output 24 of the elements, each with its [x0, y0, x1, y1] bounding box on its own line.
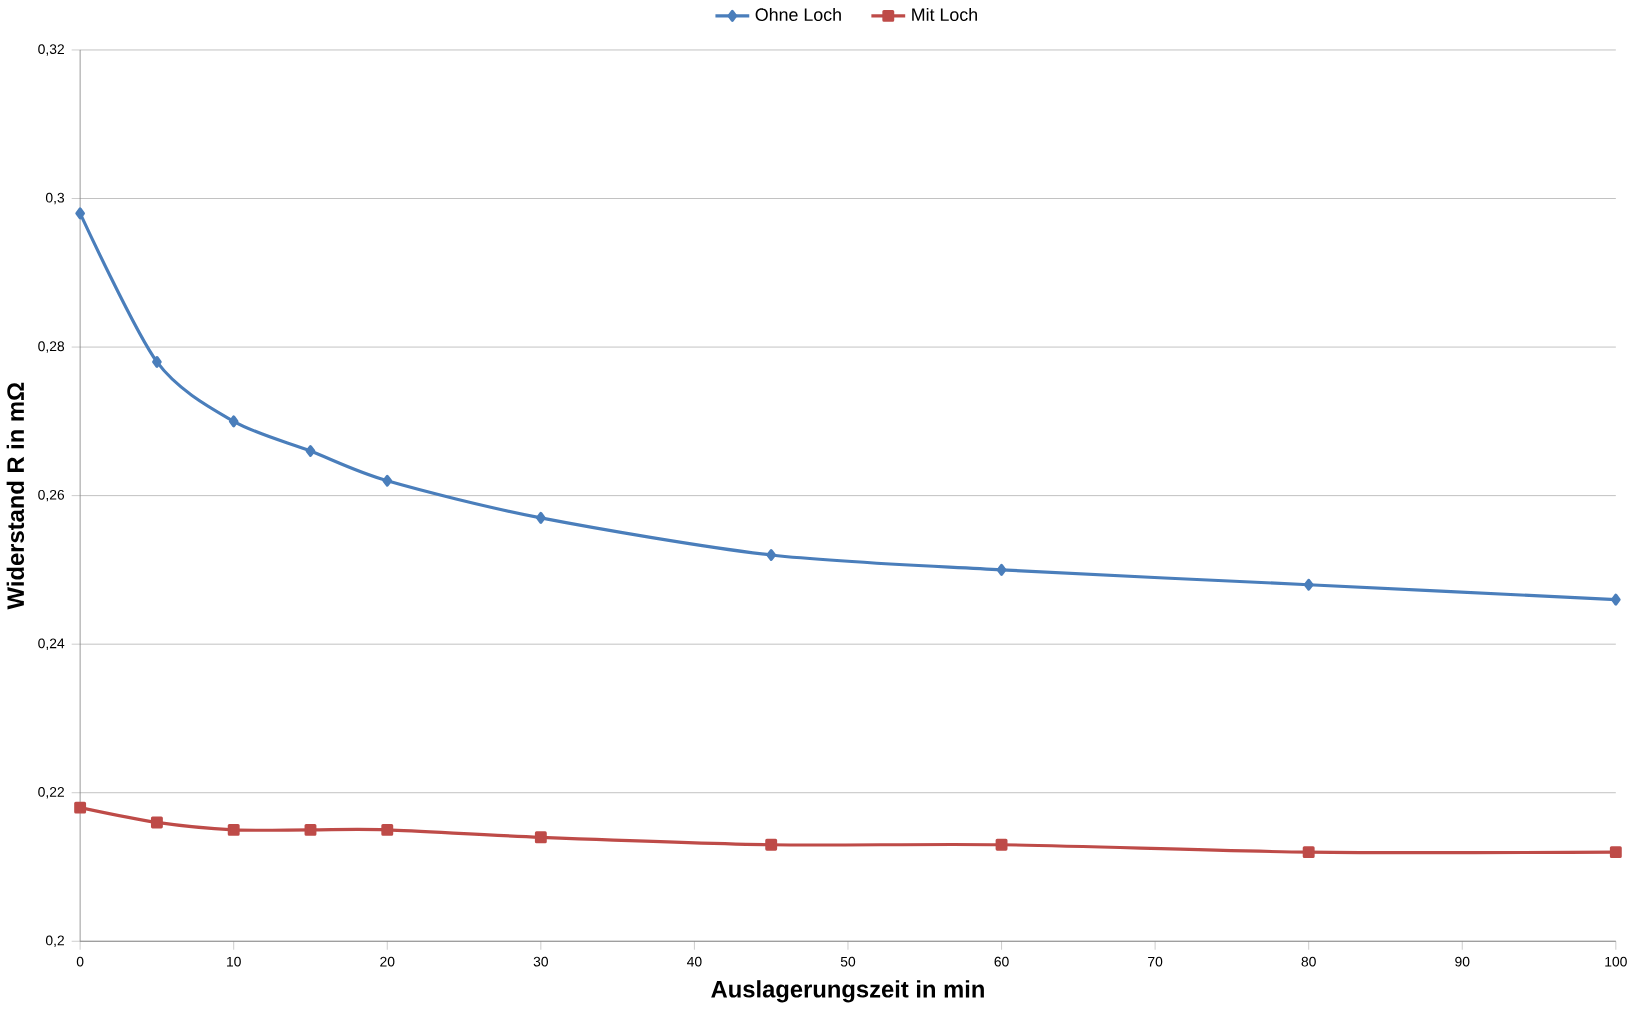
point [74, 802, 87, 814]
point [227, 824, 240, 837]
point [152, 356, 162, 369]
point [228, 415, 239, 428]
point [381, 824, 394, 837]
point [1303, 579, 1314, 592]
point [1610, 594, 1621, 607]
point [1302, 846, 1315, 859]
point [382, 475, 393, 488]
point [535, 512, 546, 525]
point [1609, 846, 1622, 859]
point [766, 549, 777, 562]
point [150, 816, 163, 829]
point [305, 445, 316, 458]
point [75, 207, 85, 220]
point [995, 839, 1008, 852]
legend-label: Ohne Loch [755, 8, 841, 22]
x-axis-title: Auslagerungszeit in min [711, 980, 984, 1003]
point [304, 824, 317, 837]
point [534, 831, 547, 844]
point [765, 839, 778, 852]
point [996, 564, 1007, 577]
legend-label: Mit Loch [912, 8, 977, 22]
y-axis-title: Widerstand R in mΩ [6, 383, 25, 610]
